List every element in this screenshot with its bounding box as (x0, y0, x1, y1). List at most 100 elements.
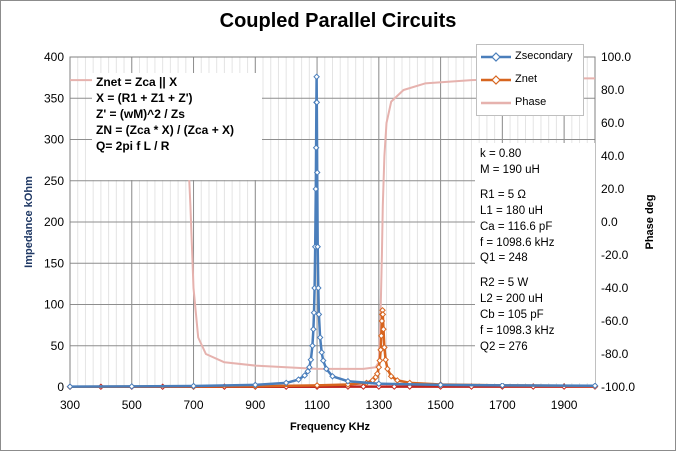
y2-tick-label: -100.0 (601, 380, 635, 394)
data-point (313, 382, 321, 389)
data-point (310, 309, 318, 317)
data-point (329, 372, 336, 380)
y-tick-label: 250 (44, 174, 64, 188)
chart-title: Coupled Parallel Circuits (219, 10, 457, 32)
data-point (591, 382, 599, 390)
data-point (315, 311, 323, 318)
data-point (377, 332, 385, 340)
x-tick-label: 1100 (304, 398, 330, 412)
data-point (375, 363, 383, 371)
y-tick-label: 100 (44, 298, 64, 312)
data-point (307, 356, 315, 364)
data-point (384, 365, 391, 373)
y2-tick-label: 40.0 (601, 149, 625, 163)
data-point (314, 284, 322, 292)
data-point (66, 383, 74, 390)
legend-znet-label: Znet (515, 73, 538, 85)
formula-line: Z' = (wM)^2 / Zs (96, 106, 185, 121)
param-r1: R1 = 5 Ω (480, 188, 526, 201)
param-q2: Q2 = 276 (480, 340, 528, 353)
formula-line: Q= 2pi f L / R (96, 138, 170, 153)
param-r2: R2 = 5 W (480, 277, 529, 290)
x-tick-label: 700 (184, 398, 204, 412)
data-point (360, 383, 367, 390)
data-point (380, 325, 387, 333)
data-point (344, 377, 352, 385)
legend: Zsecondary Znet Phase (476, 44, 584, 116)
x-tick-label: 1900 (551, 398, 578, 412)
y2-tick-label: 60.0 (601, 116, 625, 130)
series-zsecondary (66, 73, 599, 390)
data-point (319, 357, 327, 364)
data-point (310, 325, 317, 333)
data-point (323, 365, 330, 373)
data-point (316, 334, 324, 341)
y2-tick-label: -20.0 (601, 248, 629, 262)
data-point (282, 379, 290, 387)
y-tick-label: 400 (44, 50, 64, 64)
data-point (387, 372, 395, 380)
data-point (377, 346, 384, 354)
parameter-box: k = 0.80 M = 190 uH R1 = 5 Ω L1 = 180 uH… (475, 143, 595, 383)
data-point (499, 382, 506, 389)
legend-znet-swatch (481, 75, 511, 85)
data-point (406, 383, 414, 390)
data-point (251, 381, 259, 389)
param-k: k = 0.80 (480, 148, 522, 160)
y2-axis-label: Phase deg (644, 194, 656, 249)
data-point (318, 349, 325, 356)
formula-line: ZN = (Zca * X) / (Zca + X) (96, 122, 235, 137)
data-point (379, 311, 387, 318)
param-m: M = 190 uH (480, 163, 540, 176)
data-point (312, 185, 320, 193)
y-tick-label: 200 (44, 215, 64, 229)
data-point (375, 380, 383, 388)
data-point (390, 383, 398, 390)
y-tick-label: 0 (57, 380, 64, 394)
data-point (301, 372, 309, 379)
x-tick-label: 1500 (427, 398, 454, 412)
data-point (376, 357, 384, 364)
data-point (382, 356, 389, 364)
legend-zsecondary-swatch (481, 52, 511, 62)
legend-zsecondary-label: Zsecondary (515, 50, 573, 62)
param-f1: f = 1098.6 kHz (480, 236, 555, 249)
y-tick-label: 50 (51, 339, 65, 353)
data-point (378, 317, 386, 325)
formula-box: Znet = Zca || X X = (R1 + Z1 + Z') Z' = … (92, 73, 262, 180)
param-ca: Ca = 116.6 pF (480, 220, 553, 233)
y2-tick-label: 80.0 (601, 83, 625, 97)
y2-tick-label: 100.0 (601, 50, 631, 64)
param-f2: f = 1098.3 kHz (480, 325, 555, 338)
x-tick-label: 1700 (489, 398, 516, 412)
data-point (128, 383, 136, 390)
y2-tick-label: -40.0 (601, 281, 629, 295)
y2-tick-label: -80.0 (601, 347, 629, 361)
y-tick-label: 350 (44, 91, 64, 105)
data-point (312, 144, 320, 152)
data-point (304, 368, 312, 375)
data-point (373, 370, 381, 378)
param-q1: Q1 = 248 (480, 252, 528, 265)
param-cb: Cb = 105 pF (480, 309, 544, 322)
data-point (306, 363, 313, 371)
data-point (190, 382, 197, 390)
data-point (309, 342, 316, 350)
y-axis-label: Impedance kOhm (23, 176, 35, 268)
x-axis-label: Frequency KHz (290, 421, 371, 433)
param-l2: L2 = 200 uH (480, 293, 543, 306)
x-tick-label: 300 (60, 398, 80, 412)
param-l1: L1 = 180 uH (480, 204, 543, 217)
y2-tick-label: -60.0 (601, 314, 629, 328)
x-tick-label: 500 (122, 398, 142, 412)
formula-line: X = (R1 + Z1 + Z') (96, 90, 193, 105)
x-tick-label: 1300 (365, 398, 392, 412)
data-point (313, 169, 321, 176)
y2-tick-label: 20.0 (601, 182, 625, 196)
data-point (313, 73, 320, 81)
data-point (437, 381, 444, 389)
y2-tick-label: 0.0 (601, 215, 618, 229)
x-tick-label: 900 (245, 398, 265, 412)
y-tick-label: 300 (44, 133, 64, 147)
data-point (314, 243, 321, 251)
